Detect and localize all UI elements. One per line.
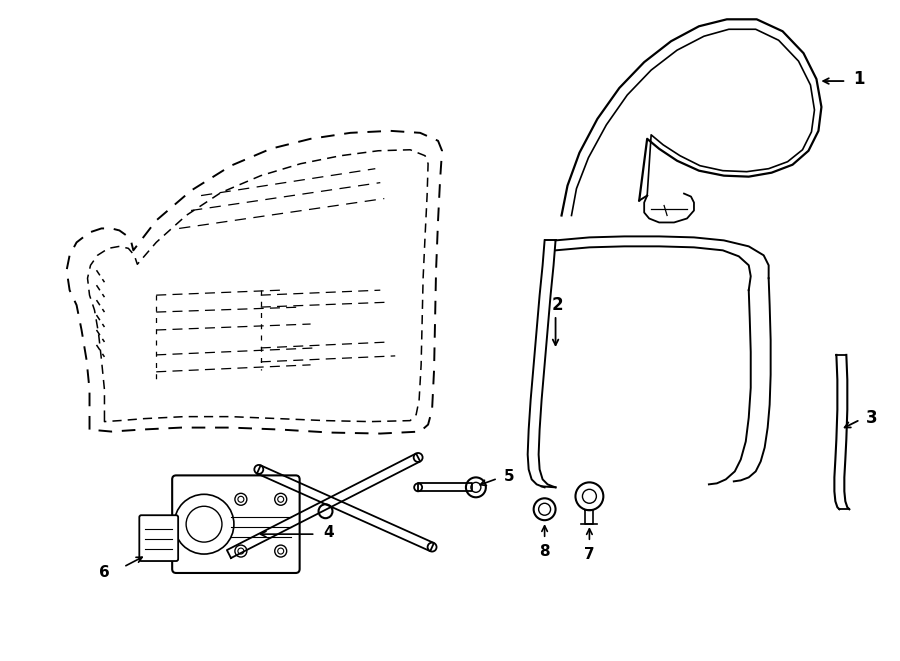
- Circle shape: [534, 498, 555, 520]
- Circle shape: [235, 545, 247, 557]
- Circle shape: [224, 549, 233, 559]
- Circle shape: [414, 483, 422, 491]
- Circle shape: [466, 477, 486, 497]
- Text: 6: 6: [100, 565, 110, 580]
- Text: 8: 8: [539, 543, 550, 559]
- Circle shape: [414, 453, 423, 462]
- Text: 7: 7: [584, 547, 595, 562]
- FancyBboxPatch shape: [172, 475, 300, 573]
- Circle shape: [319, 504, 332, 518]
- Circle shape: [274, 493, 287, 505]
- Circle shape: [575, 483, 603, 510]
- Text: 2: 2: [552, 296, 563, 314]
- Circle shape: [175, 494, 234, 554]
- Circle shape: [471, 483, 481, 492]
- Circle shape: [235, 493, 247, 505]
- FancyBboxPatch shape: [140, 515, 178, 561]
- Text: 5: 5: [504, 469, 515, 484]
- Text: 1: 1: [853, 70, 865, 88]
- Circle shape: [428, 543, 436, 551]
- Text: 3: 3: [866, 408, 878, 426]
- Circle shape: [255, 465, 264, 474]
- Circle shape: [274, 545, 287, 557]
- Circle shape: [468, 483, 476, 491]
- Text: 4: 4: [323, 525, 334, 539]
